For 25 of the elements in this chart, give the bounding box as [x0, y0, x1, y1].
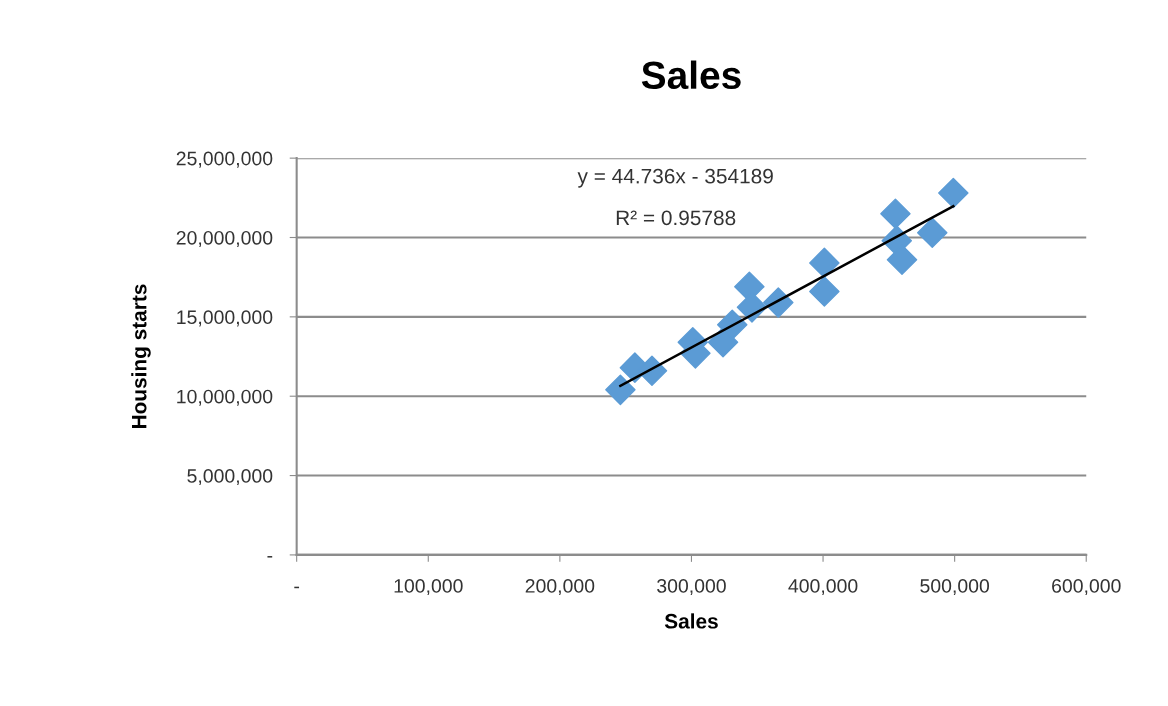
- x-axis-title: Sales: [664, 613, 718, 629]
- annotation: R² = 0.95788: [616, 210, 736, 226]
- x-tick-label: 300,000: [657, 579, 726, 596]
- y-axis-title: Housing starts: [131, 284, 151, 429]
- point: [886, 244, 918, 275]
- annotation: y = 44.736x - 354189: [577, 168, 773, 188]
- y-tick-label: 15,000,000: [177, 310, 273, 327]
- point: [880, 198, 911, 229]
- y-tick-label: 5,000,000: [187, 469, 273, 486]
- x-tick-label: 200,000: [525, 579, 595, 596]
- point: [809, 247, 840, 279]
- point: [938, 177, 969, 209]
- y-tick-label: 25,000,000: [176, 151, 273, 168]
- y-tick-label: 20,000,000: [176, 230, 273, 248]
- chart-title: Sales: [641, 60, 741, 90]
- point: [605, 374, 636, 406]
- point: [917, 217, 948, 248]
- point: [809, 276, 840, 307]
- x-tick-label: 100,000: [394, 579, 463, 596]
- y-tick-label: -: [267, 556, 273, 558]
- x-tick-label: 500,000: [920, 579, 990, 596]
- x-tick-label: 600,000: [1052, 579, 1121, 596]
- x-tick-label: -: [294, 586, 300, 589]
- y-tick-label: 10,000,000: [177, 389, 273, 406]
- x-tick-label: 400,000: [788, 579, 858, 596]
